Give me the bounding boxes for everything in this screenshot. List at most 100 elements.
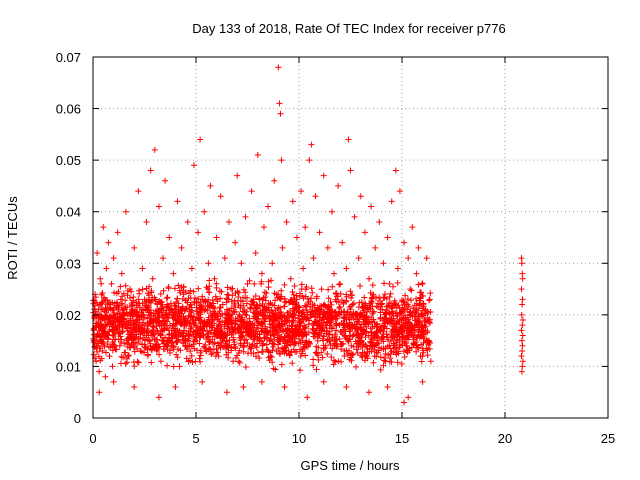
data-point bbox=[110, 328, 117, 335]
data-point bbox=[427, 358, 434, 365]
data-point bbox=[129, 307, 136, 314]
data-point bbox=[178, 306, 185, 313]
data-point bbox=[310, 356, 317, 363]
data-point bbox=[229, 325, 236, 332]
data-point bbox=[174, 295, 181, 302]
data-point bbox=[182, 343, 189, 350]
data-point bbox=[359, 354, 366, 361]
data-point bbox=[302, 224, 309, 231]
data-point bbox=[215, 353, 222, 360]
data-point bbox=[326, 336, 333, 343]
data-point bbox=[225, 296, 232, 303]
data-point bbox=[371, 323, 378, 330]
data-point bbox=[242, 213, 249, 220]
data-point bbox=[213, 296, 220, 303]
data-point bbox=[99, 347, 106, 354]
data-point bbox=[272, 366, 279, 373]
data-point bbox=[293, 296, 300, 303]
data-point bbox=[153, 317, 160, 324]
data-point bbox=[403, 342, 410, 349]
data-point bbox=[390, 310, 397, 317]
data-point bbox=[197, 136, 204, 143]
data-point bbox=[305, 329, 312, 336]
data-point bbox=[127, 294, 134, 301]
data-point bbox=[137, 347, 144, 354]
data-point bbox=[103, 312, 110, 319]
data-point bbox=[383, 325, 390, 332]
data-point bbox=[281, 384, 288, 391]
data-point bbox=[354, 318, 361, 325]
data-point bbox=[279, 328, 286, 335]
data-point bbox=[290, 317, 297, 324]
data-point bbox=[240, 342, 247, 349]
data-point bbox=[518, 368, 525, 375]
data-point bbox=[406, 347, 413, 354]
data-point bbox=[387, 354, 394, 361]
data-point bbox=[144, 352, 151, 359]
data-point bbox=[319, 354, 326, 361]
data-point bbox=[407, 286, 414, 293]
data-point bbox=[109, 327, 116, 334]
data-point bbox=[377, 354, 384, 361]
data-point bbox=[252, 314, 259, 321]
data-point bbox=[281, 317, 288, 324]
data-point bbox=[207, 338, 214, 345]
data-point bbox=[122, 321, 129, 328]
data-point bbox=[519, 322, 526, 329]
data-point bbox=[337, 290, 344, 297]
data-point bbox=[281, 303, 288, 310]
data-point bbox=[398, 309, 405, 316]
data-point bbox=[263, 334, 270, 341]
data-point bbox=[316, 229, 323, 236]
data-point bbox=[287, 275, 294, 282]
data-point bbox=[211, 339, 218, 346]
data-point bbox=[265, 278, 272, 285]
data-point bbox=[418, 324, 425, 331]
data-point bbox=[187, 301, 194, 308]
data-point bbox=[303, 306, 310, 313]
data-point bbox=[397, 324, 404, 331]
data-point bbox=[179, 296, 186, 303]
data-point bbox=[223, 389, 230, 396]
data-point bbox=[302, 325, 309, 332]
data-point bbox=[290, 346, 297, 353]
data-point bbox=[288, 349, 295, 356]
data-point bbox=[374, 334, 381, 341]
data-point bbox=[239, 333, 246, 340]
data-point bbox=[392, 167, 399, 174]
data-point bbox=[327, 341, 334, 348]
data-point bbox=[196, 302, 203, 309]
data-point bbox=[130, 318, 137, 325]
data-point bbox=[315, 344, 322, 351]
data-point bbox=[388, 317, 395, 324]
data-point bbox=[279, 323, 286, 330]
y-axis: 0 0.01 0.02 0.03 0.04 0.05 0.06 0.07 bbox=[56, 50, 608, 426]
data-point bbox=[289, 198, 296, 205]
data-point bbox=[205, 260, 212, 267]
data-point bbox=[211, 330, 218, 337]
data-point bbox=[417, 341, 424, 348]
data-point bbox=[196, 355, 203, 362]
data-point bbox=[218, 288, 225, 295]
data-point bbox=[276, 100, 283, 107]
data-point bbox=[278, 287, 285, 294]
data-point bbox=[375, 300, 382, 307]
data-point bbox=[127, 286, 134, 293]
y-tick-label: 0.05 bbox=[56, 153, 81, 168]
data-point bbox=[255, 349, 262, 356]
data-point bbox=[314, 322, 321, 329]
data-point bbox=[404, 296, 411, 303]
data-point bbox=[95, 322, 102, 329]
data-point bbox=[141, 314, 148, 321]
data-point bbox=[519, 363, 526, 370]
data-point bbox=[243, 312, 250, 319]
data-point bbox=[170, 363, 177, 370]
data-point bbox=[125, 352, 132, 359]
data-point bbox=[139, 321, 146, 328]
data-point bbox=[518, 327, 525, 334]
data-point bbox=[111, 300, 118, 307]
data-point bbox=[207, 302, 214, 309]
data-point bbox=[382, 358, 389, 365]
data-point bbox=[236, 311, 243, 318]
data-point bbox=[112, 336, 119, 343]
